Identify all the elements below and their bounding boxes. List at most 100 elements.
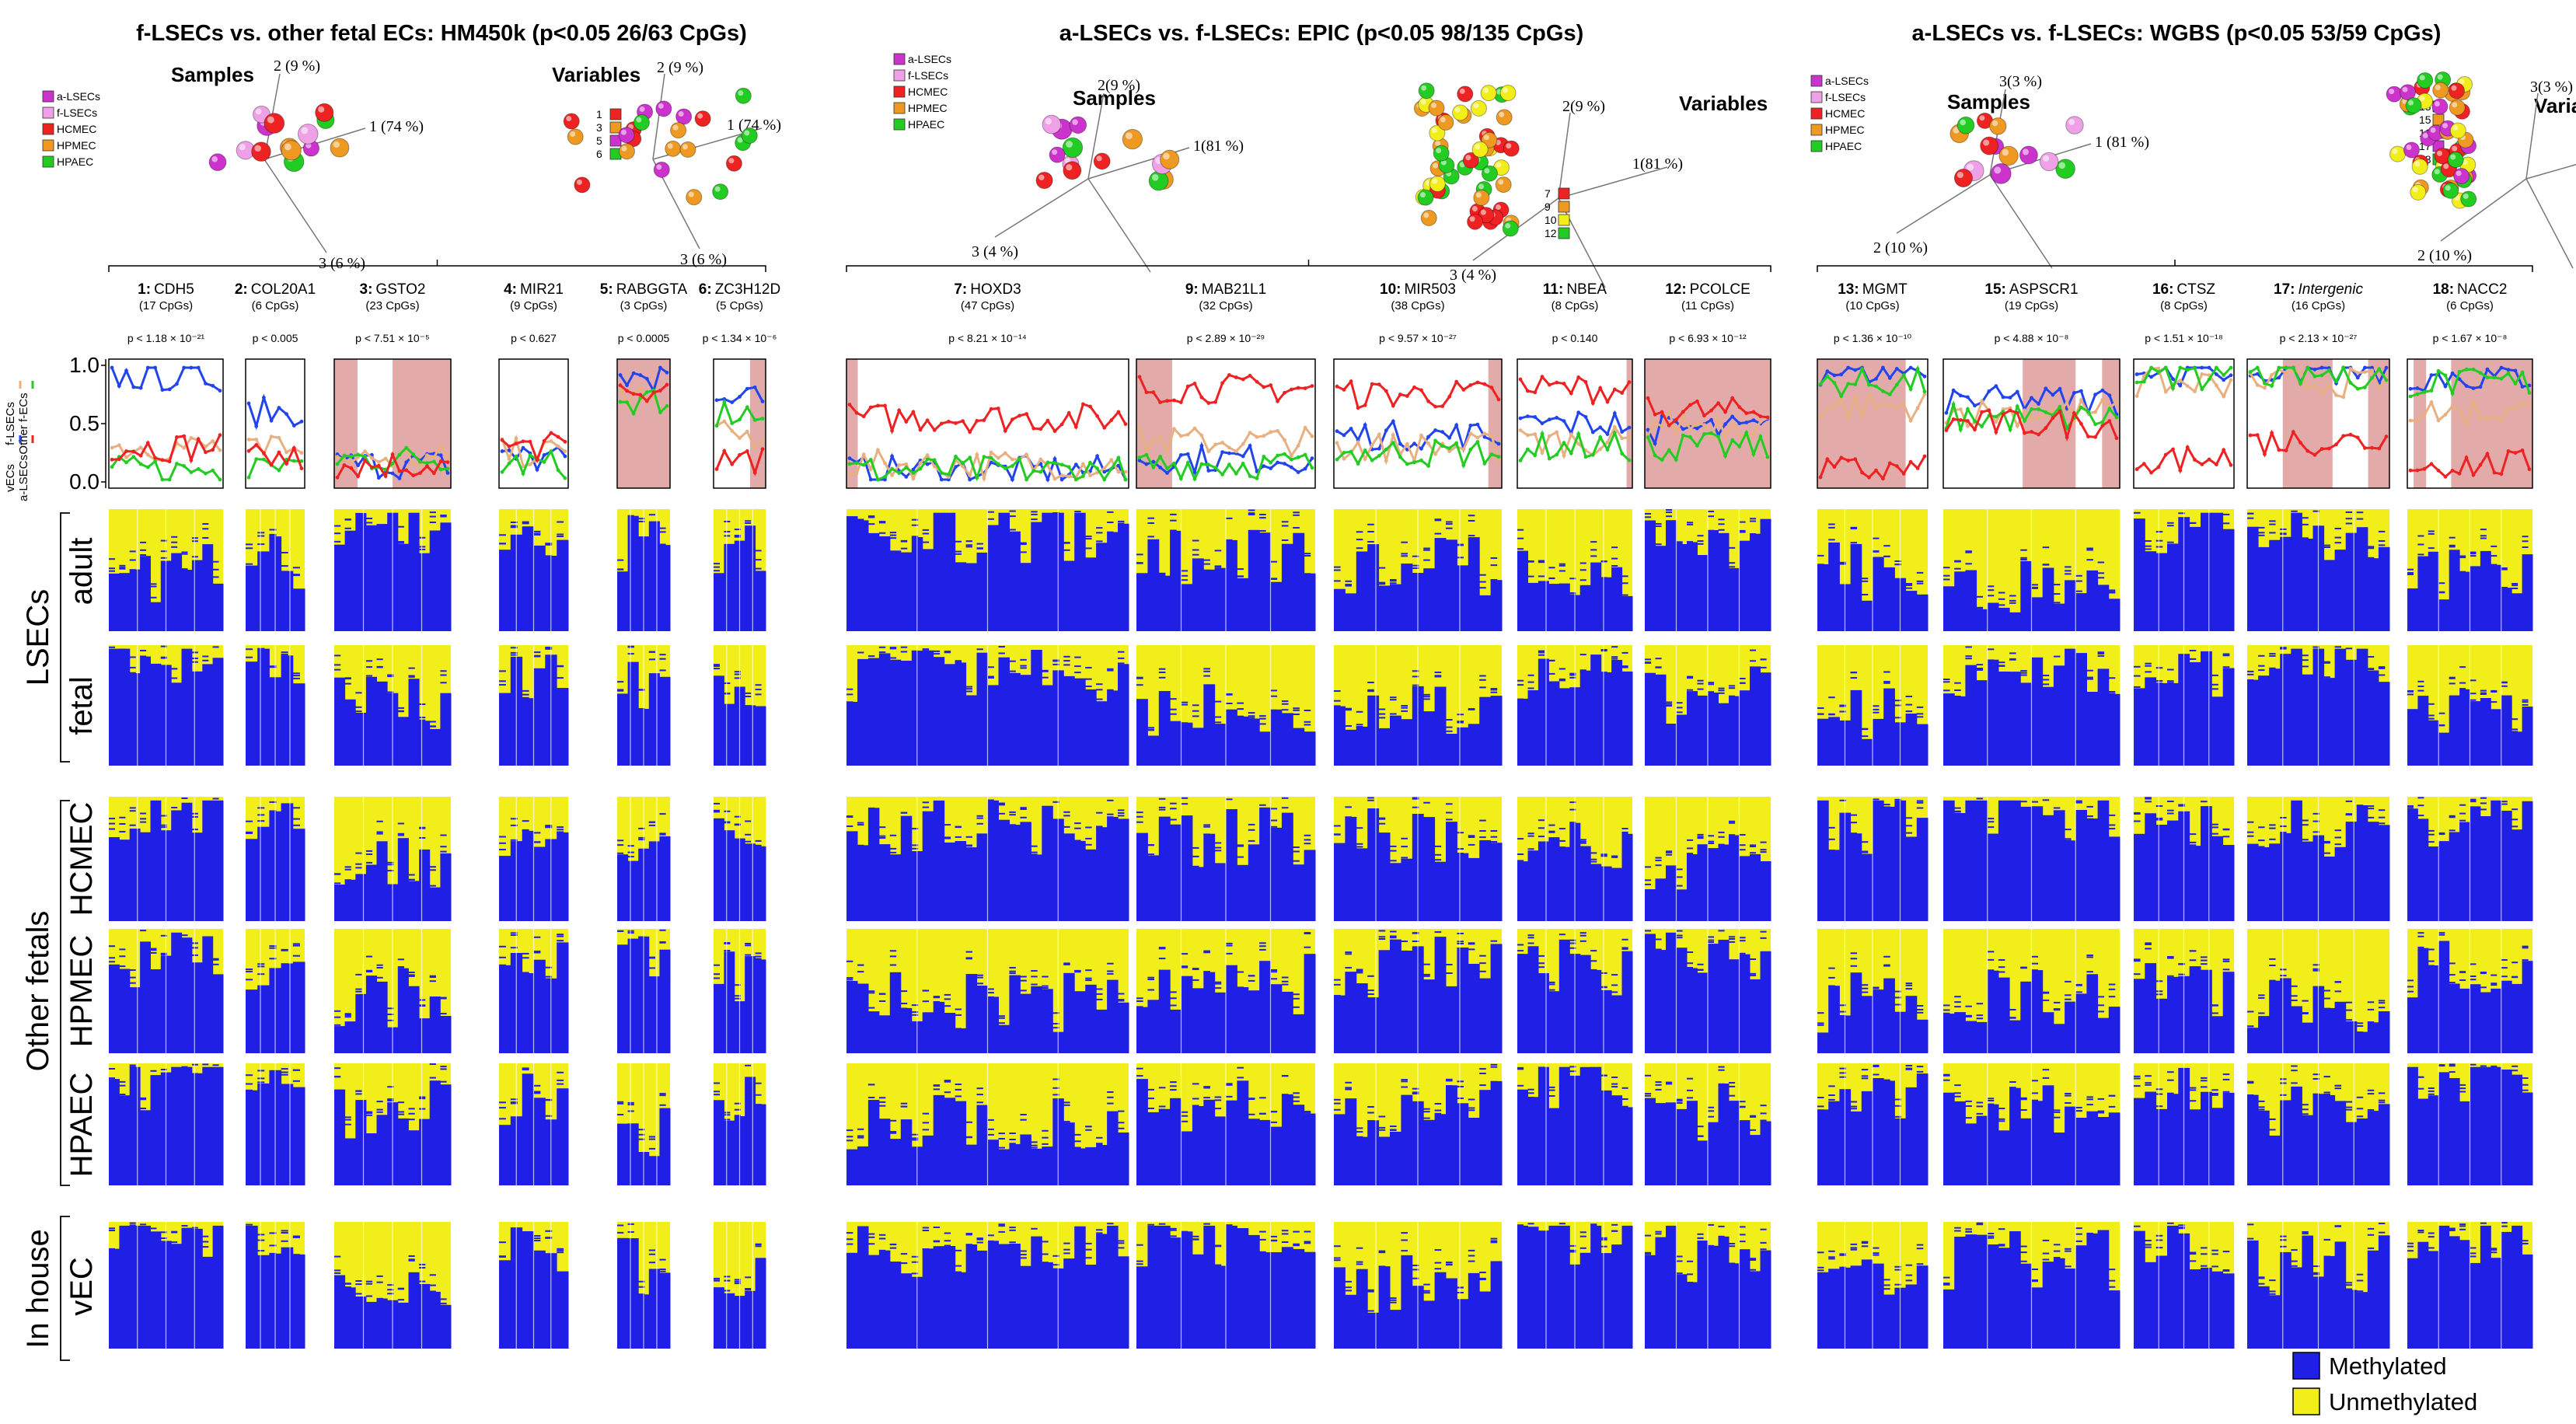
f-lsecs-line-point xyxy=(868,458,873,462)
f-lsecs-line-point xyxy=(1562,441,1566,445)
methylated-cell xyxy=(1401,846,1408,848)
methylated-cell xyxy=(1304,555,1311,557)
methylated-cell xyxy=(1042,1136,1049,1139)
methylated-cell xyxy=(944,1244,951,1247)
a-lsecs-line-point xyxy=(2527,467,2532,472)
gene-name: 15: ASPSCR1 xyxy=(1984,281,2078,298)
methylated-cell xyxy=(376,1281,383,1283)
methylated-cell xyxy=(1334,1098,1341,1101)
methylated-cells xyxy=(119,648,131,766)
methylated-cell xyxy=(867,990,875,993)
methylated-cells xyxy=(1401,564,1413,631)
f-lsecs-line-point xyxy=(1620,452,1625,455)
methylated-cells xyxy=(1468,964,1480,1053)
a-lsecs-line-point xyxy=(514,442,518,446)
f-lsecs-line-point xyxy=(1398,455,1402,459)
methylated-cell xyxy=(1676,711,1683,714)
variable-legend-label: 6 xyxy=(596,148,602,160)
methylated-cell xyxy=(522,1069,529,1071)
methylated-cell xyxy=(1718,687,1725,689)
methylated-cell xyxy=(857,824,864,826)
methylated-cell xyxy=(1203,670,1210,672)
methylated-cell xyxy=(1390,1297,1397,1300)
methylated-cell xyxy=(955,1028,962,1030)
methylated-cell xyxy=(1569,674,1576,676)
vecs-line-point xyxy=(2079,389,2083,393)
other-f-ecs-line-point xyxy=(376,460,381,464)
methylated-cell xyxy=(1423,1111,1430,1113)
f-lsecs-line-point xyxy=(262,457,266,462)
variable-legend-label: 10 xyxy=(1545,214,1557,226)
f-lsecs-line-point xyxy=(1081,474,1085,478)
vecs-line-point xyxy=(1454,423,1459,428)
methylated-cell xyxy=(1356,969,1363,971)
methylated-cells xyxy=(140,1110,151,1185)
methylated-cell xyxy=(987,1240,994,1242)
pca-axis-label: 3(3 %) xyxy=(1999,73,2042,90)
f-lsecs-line-point xyxy=(2471,367,2476,372)
methylated-cell xyxy=(1136,684,1143,686)
methylated-cells xyxy=(1270,709,1283,766)
a-lsecs-line-point xyxy=(2464,455,2469,460)
methylated-cells xyxy=(1590,654,1602,766)
gene-name: 18: NACC2 xyxy=(2433,281,2508,298)
methylated-cell xyxy=(1611,646,1618,648)
f-lsecs-line-point xyxy=(1454,441,1459,445)
variable-point xyxy=(1480,85,1497,102)
heatmap-fetal-8 xyxy=(1136,645,1316,766)
methylated-cell xyxy=(922,1227,930,1229)
heatmap-hpaec-3 xyxy=(334,1063,452,1185)
methylated-cell xyxy=(119,567,126,570)
methylated-cell xyxy=(1687,1077,1694,1080)
methylated-cell xyxy=(900,646,908,648)
methylated-cell xyxy=(1828,976,1835,979)
gene-pvalue: p < 9.57 × 10⁻²⁷ xyxy=(1379,332,1457,344)
methylated-cells xyxy=(1611,995,1623,1053)
a-lsecs-line-point xyxy=(500,438,504,442)
heatmap-adult-11 xyxy=(1645,509,1771,631)
methylated-cell xyxy=(1468,1255,1475,1257)
methylated-cells xyxy=(1334,843,1346,921)
methylated-cell xyxy=(1390,1129,1397,1131)
other-f-ecs-line-point xyxy=(1461,447,1466,452)
a-lsecs-line-point xyxy=(160,458,165,462)
a-lsecs-line-point xyxy=(262,451,266,455)
heatmap-hpmec-9 xyxy=(1334,929,1503,1053)
a-lsecs-line-point xyxy=(2030,430,2033,434)
variable-point-highlight xyxy=(1454,106,1461,113)
methylated-cells xyxy=(109,1079,120,1185)
a-lsecs-line-point xyxy=(1547,382,1552,387)
methylated-cells xyxy=(499,1260,511,1349)
methylated-cell xyxy=(1655,1084,1662,1086)
methylated-cell xyxy=(181,1225,188,1227)
methylated-cells xyxy=(998,1024,1010,1053)
methylated-cell xyxy=(1718,831,1725,833)
methylated-cells xyxy=(998,1149,1010,1185)
variable-point-highlight xyxy=(1499,111,1505,117)
methylated-cells xyxy=(1136,1007,1148,1053)
methylated-cell xyxy=(1042,670,1049,672)
methylated-cell xyxy=(1270,969,1278,971)
gene-cpg-count: (5 CpGs) xyxy=(716,299,763,312)
methylated-cell xyxy=(365,675,373,677)
methylated-cell xyxy=(1873,550,1880,553)
pca-axis-label: 2(9 %) xyxy=(1098,77,1140,94)
vecs-line-point xyxy=(262,396,266,400)
methylated-cell xyxy=(1192,1235,1199,1237)
methylated-cell xyxy=(1192,1238,1199,1241)
methylated-cells xyxy=(1390,1310,1401,1349)
methylated-cell xyxy=(1170,1085,1177,1087)
line-chart-frame xyxy=(713,358,766,489)
methylated-cell xyxy=(408,975,415,977)
methylated-cell xyxy=(1569,1249,1576,1251)
methylated-cell xyxy=(119,955,126,958)
methylated-cells xyxy=(1750,666,1761,766)
methylated-cells xyxy=(846,831,858,921)
methylated-cell xyxy=(545,825,553,828)
f-lsecs-line-point xyxy=(1158,455,1162,459)
methylated-cells xyxy=(1905,714,1918,766)
a-lsecs-line-point xyxy=(1234,375,1238,379)
methylated-cell xyxy=(419,1267,426,1269)
methylated-cell xyxy=(1579,669,1586,672)
methylated-cell xyxy=(1621,832,1628,835)
